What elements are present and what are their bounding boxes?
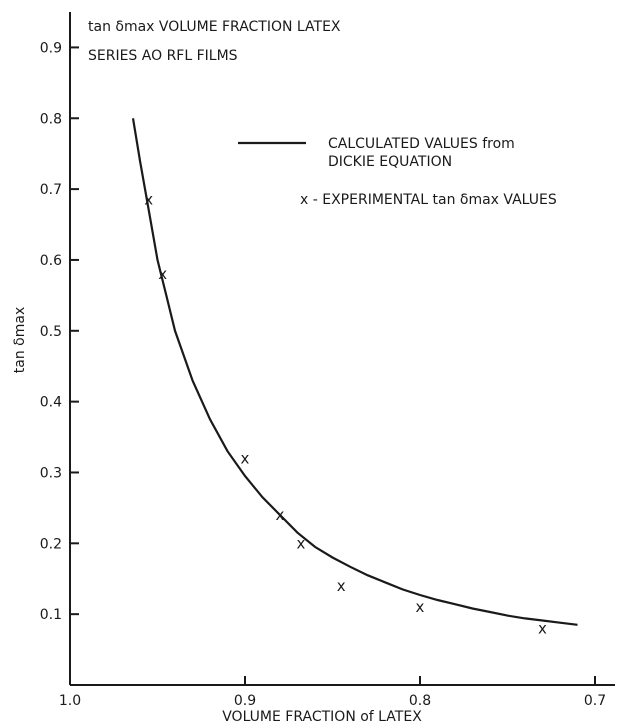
legend: CALCULATED VALUES from DICKIE EQUATION x… bbox=[238, 136, 557, 208]
y-tick-label: 0.8 bbox=[40, 111, 62, 127]
experimental-point: x bbox=[416, 598, 425, 616]
x-tick-label: 0.9 bbox=[234, 693, 256, 709]
experimental-point: x bbox=[241, 449, 250, 467]
experimental-point: x bbox=[158, 265, 167, 283]
y-tick-label: 0.1 bbox=[40, 607, 62, 623]
experimental-point: x bbox=[276, 506, 285, 524]
y-tick-label: 0.3 bbox=[40, 465, 62, 481]
calculated-curve bbox=[131, 118, 578, 626]
x-ticks: 1.0 0.9 0.8 0.7 bbox=[59, 676, 606, 709]
x-tick-label: 0.8 bbox=[409, 693, 431, 709]
legend-marker-label: x - EXPERIMENTAL tan δmax VALUES bbox=[300, 192, 557, 208]
y-tick-label: 0.2 bbox=[40, 536, 62, 552]
experimental-point: x bbox=[297, 534, 306, 552]
x-tick-label: 0.7 bbox=[584, 693, 606, 709]
y-tick-label: 0.9 bbox=[40, 40, 62, 56]
legend-line-label-1: CALCULATED VALUES from bbox=[328, 136, 515, 152]
experimental-point: x bbox=[144, 191, 153, 209]
x-axis-label: VOLUME FRACTION of LATEX bbox=[222, 709, 422, 725]
y-tick-label: 0.7 bbox=[40, 182, 62, 198]
experimental-point: x bbox=[337, 577, 346, 595]
y-tick-label: 0.5 bbox=[40, 324, 62, 340]
x-tick-label: 1.0 bbox=[59, 693, 81, 709]
y-ticks: 0.1 0.2 0.3 0.4 0.5 0.6 0.7 0.8 0.9 bbox=[40, 40, 79, 623]
y-tick-label: 0.4 bbox=[40, 395, 62, 411]
chart-title-line-1: tan δmax VOLUME FRACTION LATEX bbox=[88, 19, 341, 35]
y-tick-label: 0.6 bbox=[40, 253, 62, 269]
experimental-point: x bbox=[538, 619, 547, 637]
chart-title-line-2: SERIES AO RFL FILMS bbox=[88, 48, 238, 64]
legend-line-label-2: DICKIE EQUATION bbox=[328, 154, 452, 170]
y-axis-label: tan δmax bbox=[12, 307, 28, 373]
